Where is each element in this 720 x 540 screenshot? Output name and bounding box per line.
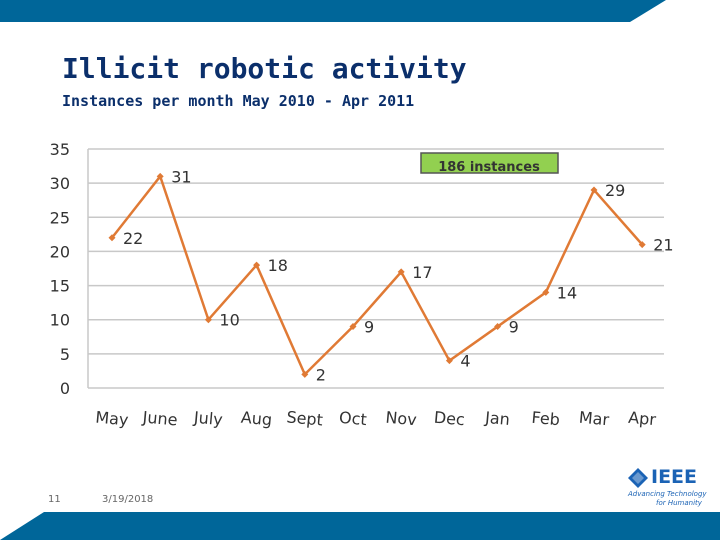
slide-number: 11 [48, 494, 61, 505]
slide-subtitle: Instances per month May 2010 - Apr 2011 [62, 92, 415, 110]
annotation-box-rect [420, 152, 559, 174]
annotation-box: 186 instances [420, 152, 559, 175]
y-tick-label: 15 [50, 277, 70, 296]
y-tick-label: 10 [50, 311, 70, 330]
x-tick-label: Dec [433, 408, 466, 430]
x-tick-label: Aug [240, 408, 273, 430]
x-tick-label: Feb [531, 408, 561, 429]
x-tick-label: Mar [578, 408, 610, 430]
logo-tagline-1: Advancing Technology [628, 490, 707, 498]
gridlines [87, 148, 664, 389]
data-point [590, 186, 598, 194]
data-point [108, 234, 116, 242]
logo-wordmark: IEEE [651, 466, 698, 488]
line-chart: 0 5 10 15 20 25 30 35 May June July Aug Sept Oct Nov D… [50, 140, 674, 430]
data-label: 10 [219, 311, 239, 330]
y-tick-label: 5 [60, 345, 70, 364]
data-label: 9 [364, 318, 374, 337]
x-tick-label: Sept [286, 407, 324, 429]
data-label: 2 [316, 365, 326, 384]
x-tick-label: Nov [385, 408, 418, 430]
data-label: 31 [171, 167, 191, 186]
data-point [494, 323, 502, 331]
slide-date: 3/19/2018 [102, 494, 154, 505]
x-tick-label: Apr [628, 408, 658, 429]
y-tick-label: 0 [60, 379, 70, 398]
data-label: 18 [268, 256, 288, 275]
y-tick-label: 35 [50, 140, 70, 159]
x-axis-tick-labels: May June July Aug Sept Oct Nov Dec Jan Feb Mar Apr [95, 407, 658, 429]
data-point [349, 323, 357, 331]
data-label: 29 [605, 181, 625, 200]
data-point [301, 370, 309, 378]
data-point [204, 316, 212, 324]
y-tick-label: 30 [50, 174, 70, 193]
y-tick-label: 25 [50, 208, 70, 227]
data-label: 4 [460, 352, 470, 371]
data-point [638, 241, 646, 249]
annotation-text: 186 instances [438, 160, 540, 175]
data-label: 21 [653, 236, 673, 255]
data-label: 22 [123, 229, 143, 248]
ieee-diamond-icon [628, 468, 648, 488]
series-line [111, 173, 644, 377]
x-tick-label: May [95, 408, 130, 430]
data-point [445, 357, 453, 365]
data-point [542, 288, 550, 296]
data-point [253, 261, 261, 269]
data-point [397, 268, 405, 276]
x-tick-label: June [141, 407, 178, 429]
data-label: 9 [509, 318, 519, 337]
y-axis-tick-labels: 0 5 10 15 20 25 30 35 [50, 140, 70, 398]
y-tick-label: 20 [50, 242, 70, 261]
data-point [156, 172, 164, 180]
logo-tagline-2: for Humanity [656, 499, 702, 507]
bottom-banner [0, 512, 720, 540]
data-label: 14 [557, 283, 577, 302]
x-tick-label: July [192, 408, 223, 430]
slide-title: Illicit robotic activity [62, 52, 467, 85]
x-tick-label: Oct [338, 408, 367, 429]
ieee-logo: IEEE Advancing Technology for Humanity [628, 466, 708, 508]
data-label: 17 [412, 263, 432, 282]
x-tick-label: Jan [483, 408, 510, 429]
top-banner [0, 0, 666, 22]
data-markers [108, 172, 646, 378]
